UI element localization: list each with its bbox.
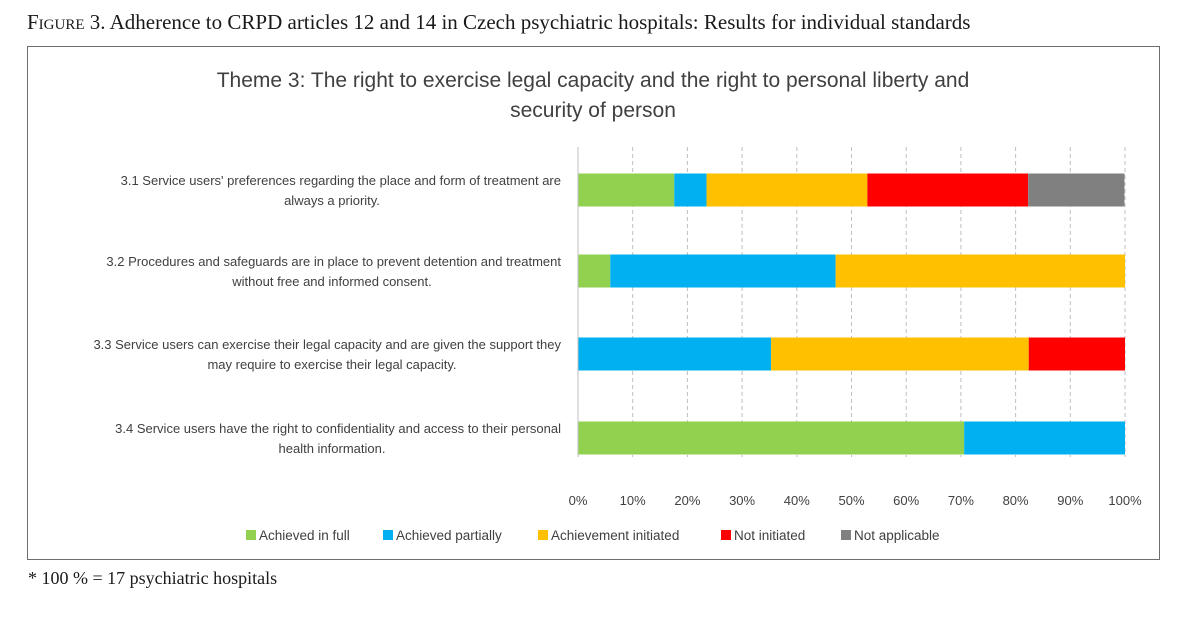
category-label: 3.1 Service users' preferences regarding… (121, 173, 561, 188)
category-label: may require to exercise their legal capa… (207, 357, 456, 372)
legend-label: Achieved in full (259, 528, 350, 543)
bar-segment (578, 337, 772, 371)
chart-title-line: Theme 3: The right to exercise legal cap… (217, 69, 970, 92)
bar-segment (1028, 173, 1125, 207)
x-tick-label: 0% (569, 493, 588, 508)
figure-caption: Figure 3. Adherence to CRPD articles 12 … (27, 10, 970, 35)
legend-swatch (721, 530, 731, 540)
x-tick-label: 80% (1003, 493, 1029, 508)
x-tick-label: 60% (893, 493, 919, 508)
bar-segment (1028, 337, 1125, 371)
bar-segment (867, 173, 1029, 207)
bar-segment (578, 254, 611, 288)
x-tick-label: 30% (729, 493, 755, 508)
figure-label: Figure (27, 10, 85, 34)
category-label: always a priority. (284, 193, 380, 208)
bar-segment (578, 173, 675, 207)
chart-frame: Theme 3: The right to exercise legal cap… (27, 46, 1160, 560)
legend-swatch (841, 530, 851, 540)
category-label: without free and informed consent. (231, 274, 431, 289)
legend-label: Achievement initiated (551, 528, 679, 543)
category-label: health information. (279, 441, 386, 456)
bar-segment (578, 421, 965, 455)
stacked-bar-chart: Theme 3: The right to exercise legal cap… (93, 69, 1142, 543)
bar-segment (771, 337, 1029, 371)
x-tick-label: 100% (1108, 493, 1142, 508)
category-label: 3.4 Service users have the right to conf… (115, 421, 561, 436)
footnote: * 100 % = 17 psychiatric hospitals (28, 568, 278, 588)
category-label: 3.2 Procedures and safeguards are in pla… (106, 254, 561, 269)
x-tick-label: 20% (674, 493, 700, 508)
bar-segment (706, 173, 868, 207)
legend-label: Not initiated (734, 528, 805, 543)
bar-segment (835, 254, 1125, 288)
x-tick-label: 90% (1057, 493, 1083, 508)
legend-label: Not applicable (854, 528, 940, 543)
legend-swatch (538, 530, 548, 540)
figure-caption-text: 3. Adherence to CRPD articles 12 and 14 … (89, 10, 971, 34)
x-tick-label: 40% (784, 493, 810, 508)
legend-label: Achieved partially (396, 528, 502, 543)
category-label: 3.3 Service users can exercise their leg… (93, 337, 561, 352)
bar-segment (964, 421, 1125, 455)
legend-swatch (246, 530, 256, 540)
bar-segment (610, 254, 836, 288)
x-tick-label: 50% (838, 493, 864, 508)
chart-title-line: security of person (510, 99, 676, 122)
x-tick-label: 10% (620, 493, 646, 508)
legend-swatch (383, 530, 393, 540)
bar-segment (674, 173, 707, 207)
x-tick-label: 70% (948, 493, 974, 508)
